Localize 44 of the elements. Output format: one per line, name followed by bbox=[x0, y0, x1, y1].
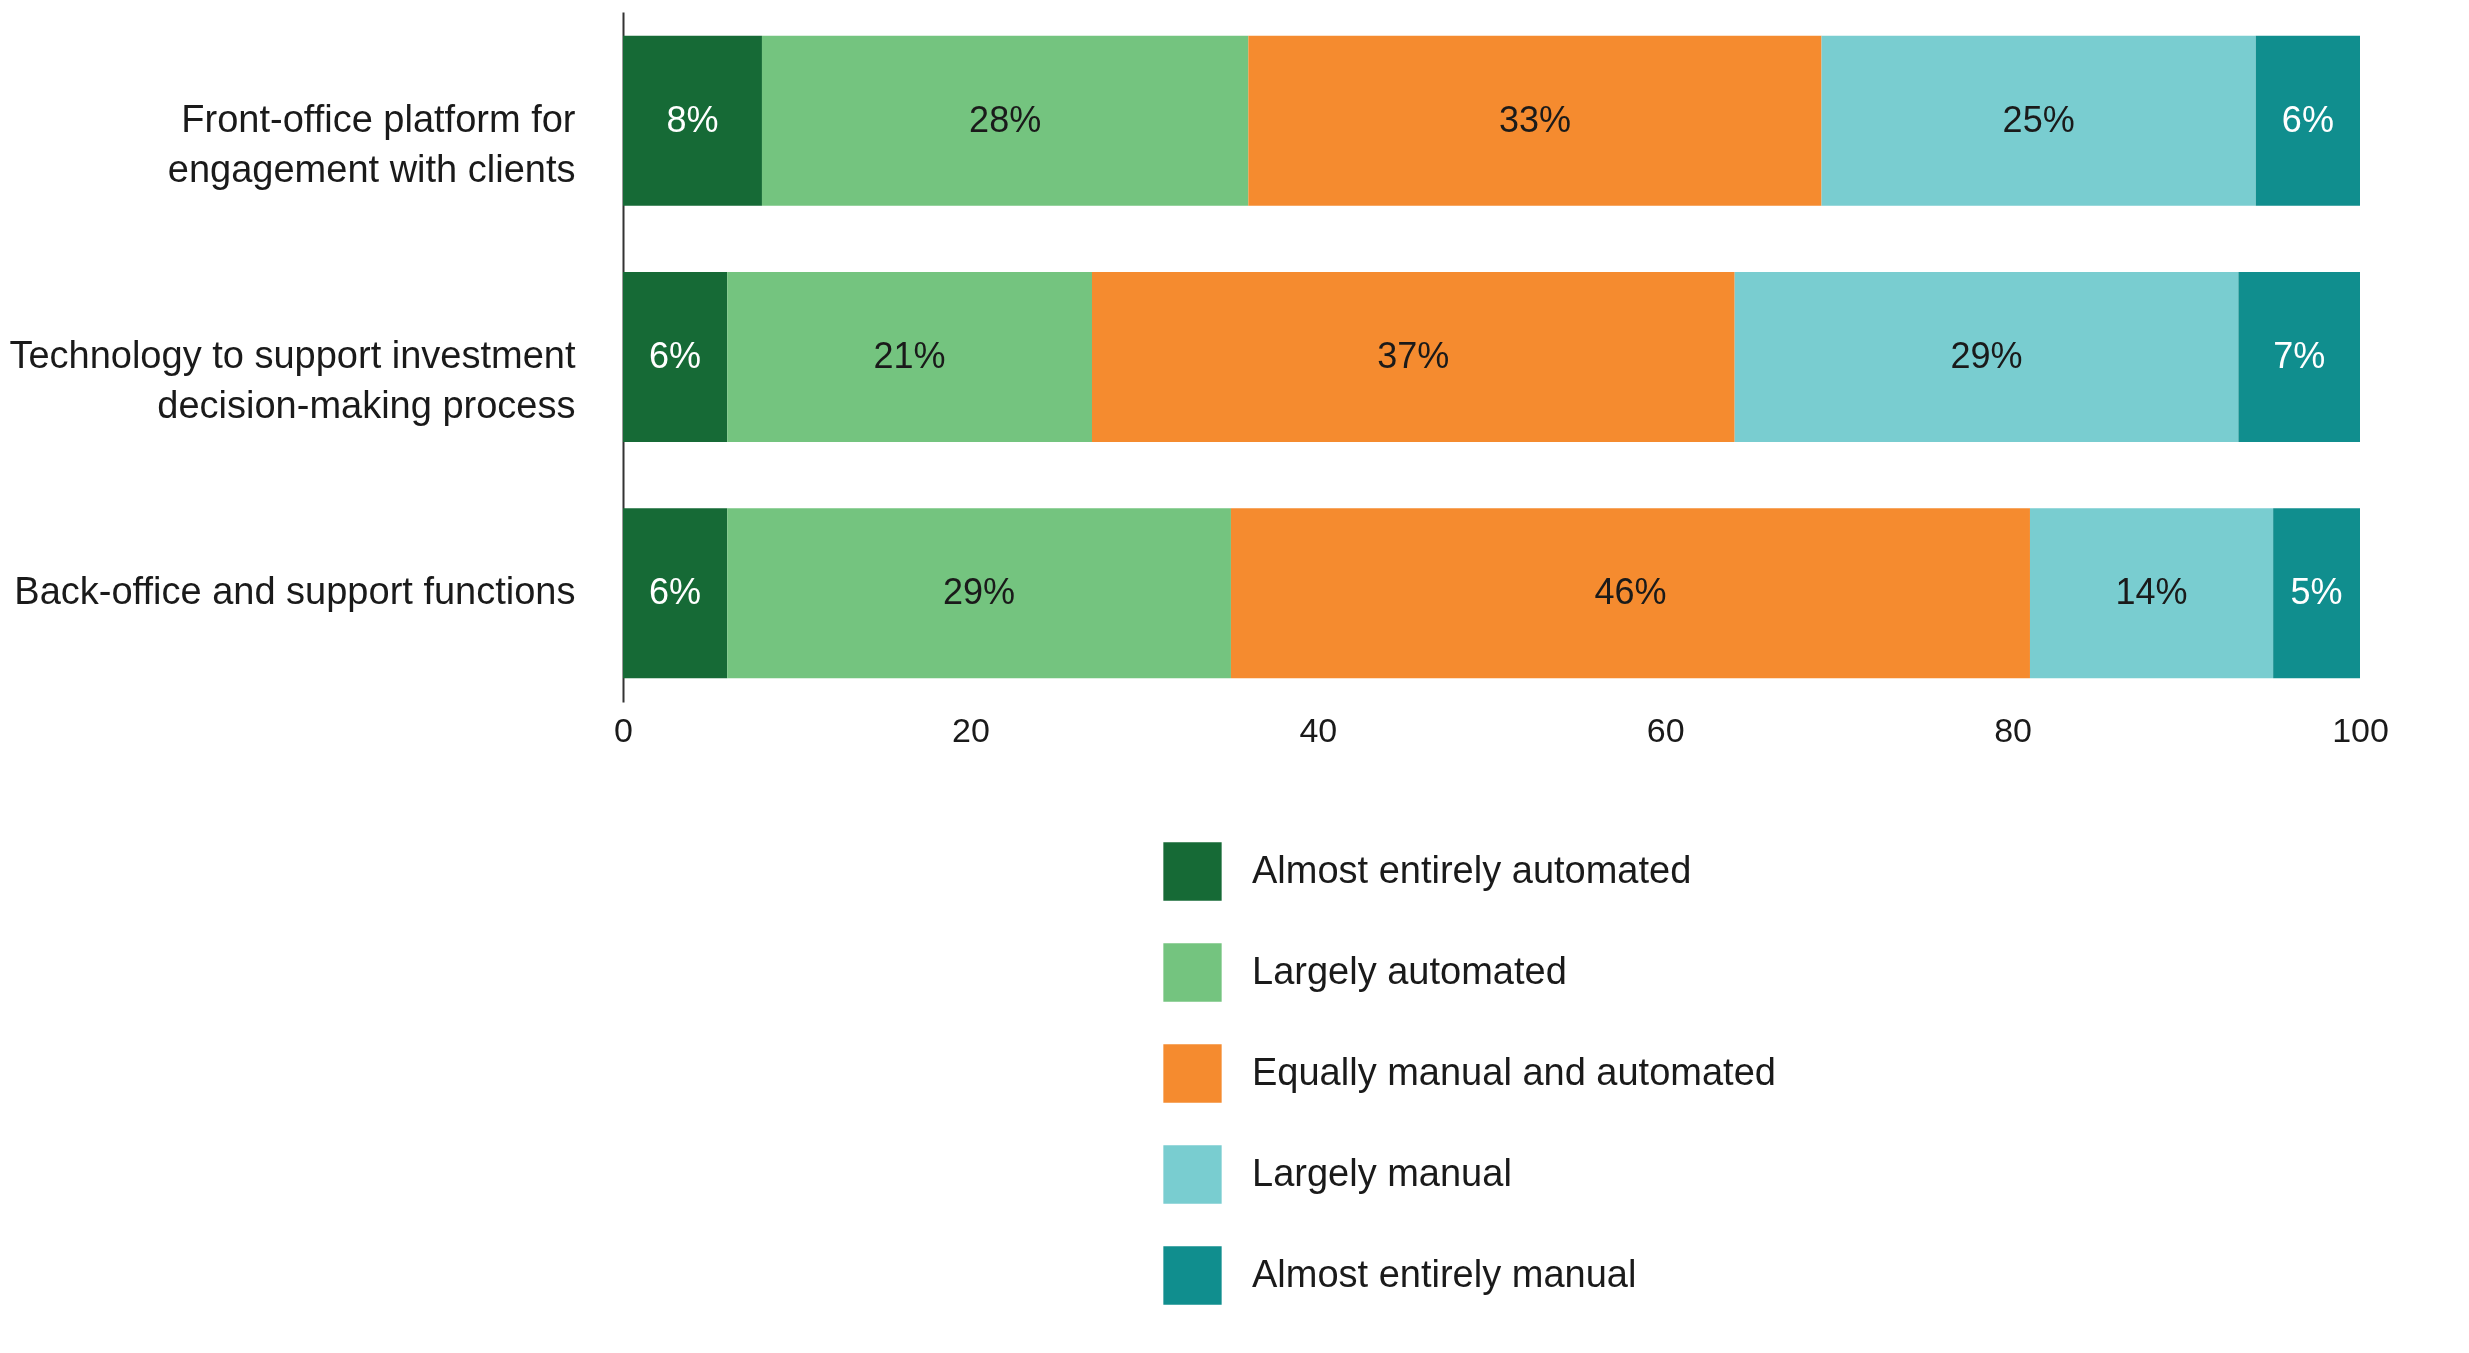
data-label: 25% bbox=[2002, 98, 2075, 140]
data-label: 29% bbox=[943, 571, 1016, 613]
bar bbox=[1248, 35, 1822, 206]
bar bbox=[727, 508, 1231, 679]
bar bbox=[623, 508, 728, 679]
legend-label: Almost entirely automated bbox=[1252, 848, 1692, 891]
bar bbox=[1091, 271, 1735, 443]
bar bbox=[727, 271, 1092, 443]
y-tick-label: Technology to support investment decision-making process bbox=[9, 334, 576, 426]
data-label: 8% bbox=[666, 98, 719, 140]
data-label: 29% bbox=[1950, 335, 2023, 376]
data-label: 33% bbox=[1498, 98, 1571, 140]
data-label: 46% bbox=[1594, 571, 1667, 613]
bar bbox=[623, 271, 728, 443]
bar bbox=[2273, 508, 2360, 679]
bar bbox=[623, 35, 762, 206]
bar bbox=[1821, 35, 2256, 206]
x-tick-label: 0 bbox=[614, 710, 633, 749]
bar bbox=[761, 35, 1249, 206]
bar bbox=[1230, 508, 2030, 679]
y-tick-label: Back-office and support functions bbox=[14, 570, 576, 613]
data-label: 6% bbox=[649, 335, 702, 376]
data-label: 14% bbox=[2115, 571, 2188, 613]
x-tick-label: 40 bbox=[1299, 710, 1338, 749]
data-label: 21% bbox=[873, 335, 946, 376]
legend-label: Equally manual and automated bbox=[1252, 1050, 1776, 1093]
bar bbox=[2029, 508, 2274, 679]
bar bbox=[1734, 271, 2239, 443]
x-tick-label: 20 bbox=[951, 710, 990, 749]
data-label: 28% bbox=[969, 98, 1042, 140]
legend-label: Largely manual bbox=[1252, 1151, 1512, 1194]
bar bbox=[2238, 271, 2360, 443]
data-label: 5% bbox=[2290, 571, 2343, 613]
data-label: 37% bbox=[1377, 335, 1450, 376]
x-tick-label: 60 bbox=[1646, 710, 1685, 749]
bar bbox=[2255, 35, 2360, 206]
x-tick-label: 100 bbox=[2332, 710, 2389, 749]
legend-label: Almost entirely manual bbox=[1252, 1252, 1637, 1295]
legend-label: Largely automated bbox=[1252, 949, 1567, 992]
x-tick-label: 80 bbox=[1994, 710, 2033, 749]
y-tick-label: Front-office platform for engagement with clients bbox=[167, 97, 576, 190]
data-label: 7% bbox=[2273, 335, 2326, 376]
data-label: 6% bbox=[649, 571, 702, 613]
data-label: 6% bbox=[2281, 98, 2334, 140]
